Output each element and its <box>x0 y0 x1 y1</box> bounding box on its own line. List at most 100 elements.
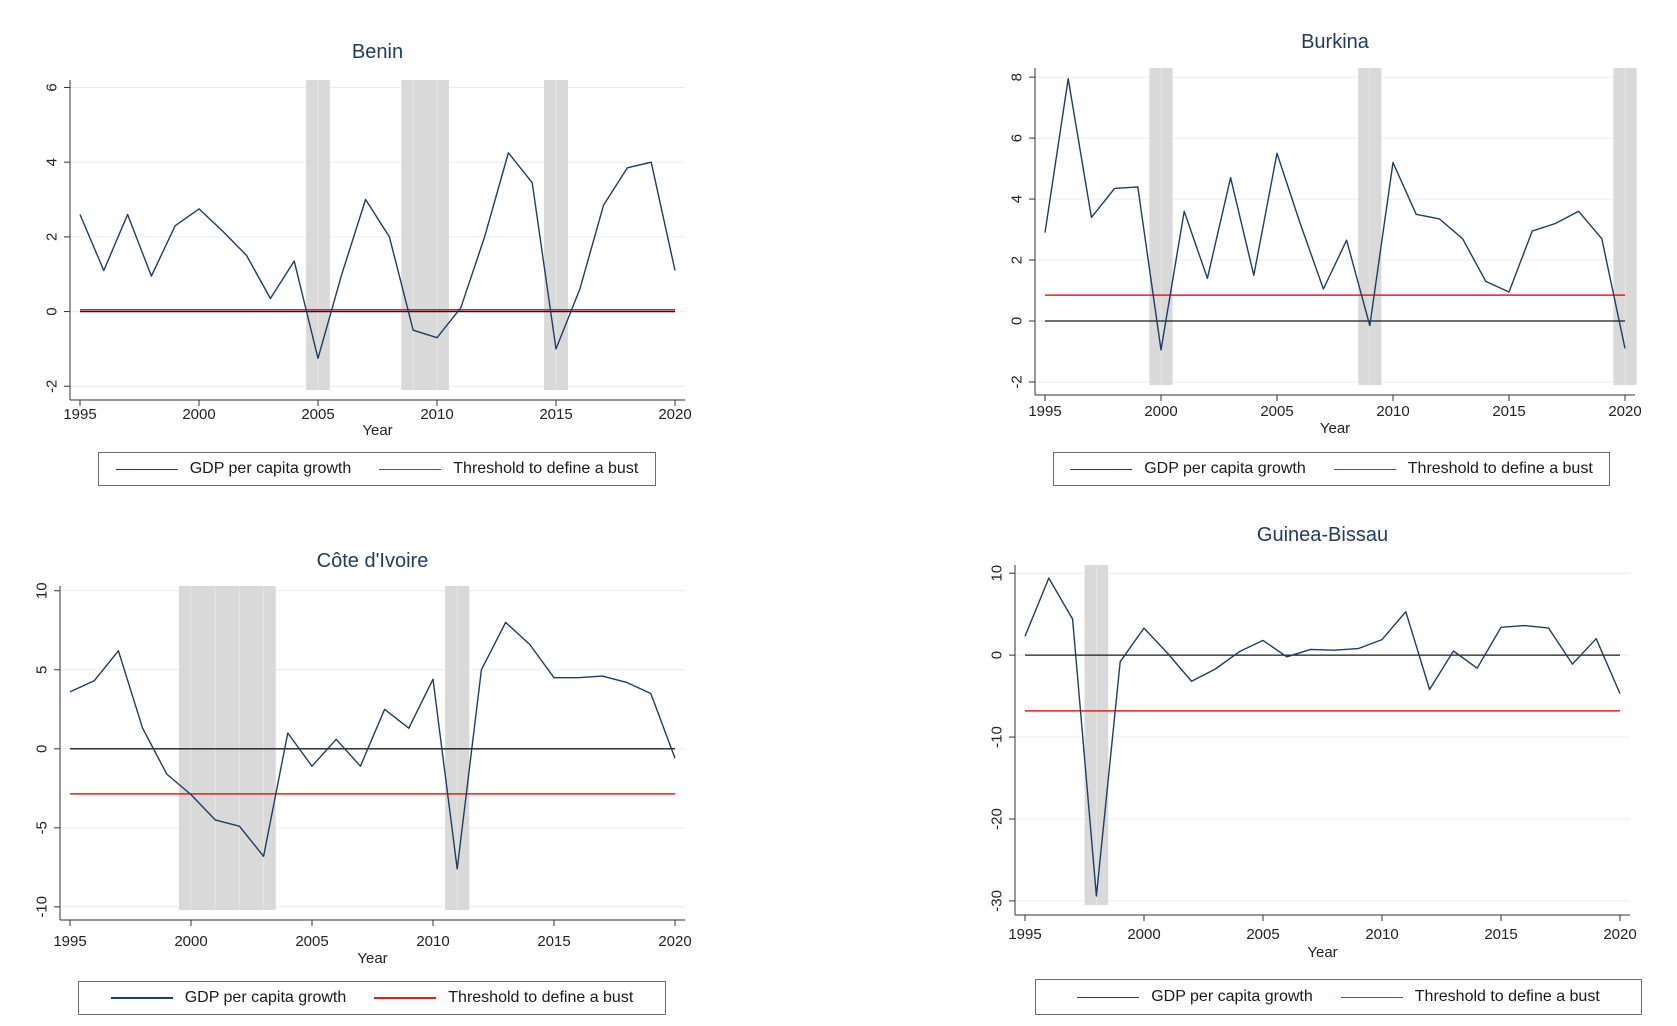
data-point <box>149 274 153 278</box>
data-point <box>213 818 217 822</box>
growth-swatch <box>115 468 178 470</box>
data-point <box>1261 638 1265 642</box>
data-point <box>197 207 201 211</box>
data-point <box>1205 276 1209 280</box>
y-tick-label: 0 <box>989 651 1006 659</box>
x-tick-label: 2020 <box>658 933 691 950</box>
x-tick-label: 2015 <box>1492 403 1525 420</box>
y-tick-label: 4 <box>44 158 61 166</box>
y-tick-label: -10 <box>34 896 51 918</box>
x-tick-label: 2005 <box>295 933 328 950</box>
legend-item-threshold: Threshold to define a bust <box>1333 460 1593 478</box>
y-tick-label: 10 <box>34 582 51 599</box>
x-tick-label: 2015 <box>1484 926 1517 943</box>
y-tick-label: 5 <box>34 666 51 674</box>
data-point <box>1437 217 1441 221</box>
data-point <box>1380 638 1384 642</box>
data-point <box>554 347 558 351</box>
data-point <box>1066 77 1070 81</box>
x-tick-label: 2005 <box>1246 926 1279 943</box>
data-point <box>625 680 629 684</box>
x-tick-label: 2020 <box>1603 926 1636 943</box>
data-point <box>1484 279 1488 283</box>
x-tick-label: 1995 <box>63 406 96 423</box>
data-point <box>1451 649 1455 653</box>
threshold-swatch <box>379 468 442 470</box>
x-tick-label: 1995 <box>1008 926 1041 943</box>
data-point <box>1507 290 1511 294</box>
chart-svg-burkina: -2 0 2 4 6 8 1995 2000 2005 2010 2015 2020 Burkina Ye… <box>1009 31 1642 437</box>
data-point <box>1356 647 1360 651</box>
legend-benin: GDP per capita growth Threshold to defin… <box>98 452 656 486</box>
x-tick-label: 2015 <box>539 406 572 423</box>
data-point <box>1414 212 1418 216</box>
x-axis-label: Year <box>1307 944 1337 961</box>
y-tick-label: 0 <box>44 307 61 315</box>
data-point <box>102 268 106 272</box>
chart-svg-cote-divoire: -10 -5 0 5 10 1995 2000 2005 2010 2015 2020 Côte d'… <box>34 550 692 967</box>
data-point <box>268 296 272 300</box>
data-point <box>1332 648 1336 652</box>
data-point <box>459 306 463 310</box>
data-point <box>1618 692 1622 696</box>
data-point <box>1499 625 1503 629</box>
data-point <box>1023 634 1027 638</box>
legend-threshold-label: Threshold to define a bust <box>1414 988 1600 1005</box>
data-point <box>602 203 606 207</box>
y-tick-label: 6 <box>1009 134 1026 142</box>
legend-item-growth: GDP per capita growth <box>115 460 352 478</box>
data-point <box>173 224 177 228</box>
data-point <box>504 620 508 624</box>
x-tick-label: 2020 <box>1608 403 1641 420</box>
data-point <box>1190 679 1194 683</box>
data-point <box>411 328 415 332</box>
y-tick-label: 4 <box>1009 195 1026 203</box>
legend-item-threshold: Threshold to define a bust <box>1340 988 1600 1006</box>
legend-growth-label: GDP per capita growth <box>189 460 352 477</box>
data-point <box>358 764 362 768</box>
data-point <box>1285 655 1289 659</box>
data-point <box>310 764 314 768</box>
x-tick-label: 2000 <box>1127 926 1160 943</box>
data-point <box>387 235 391 239</box>
data-point <box>1094 894 1098 898</box>
data-point <box>1461 237 1465 241</box>
x-tick-label: 2015 <box>537 933 570 950</box>
data-point <box>1182 209 1186 213</box>
data-point <box>1159 348 1163 352</box>
data-point <box>1309 647 1313 651</box>
data-point <box>1577 209 1581 213</box>
data-point <box>245 254 249 258</box>
data-point <box>1570 662 1574 666</box>
x-tick-label: 2010 <box>420 406 453 423</box>
chart-title-guinea-bissau: Guinea-Bissau <box>1257 524 1388 546</box>
y-tick-label: 8 <box>1009 73 1026 81</box>
chart-title-cote-d-ivoire: Côte d'Ivoire <box>317 550 429 572</box>
data-point <box>673 756 677 760</box>
data-point <box>221 229 225 233</box>
data-point <box>334 737 338 741</box>
x-tick-label: 2010 <box>1376 403 1409 420</box>
data-point <box>292 259 296 263</box>
y-tick-label: -2 <box>1009 375 1026 388</box>
data-point <box>1237 650 1241 654</box>
chart-title-burkina: Burkina <box>1301 31 1370 53</box>
series-line-gdp-per-capita-growth <box>69 621 676 870</box>
x-tick-label: 2000 <box>174 933 207 950</box>
plot-area <box>1035 68 1635 385</box>
data-point <box>528 642 532 646</box>
chart-title-benin: Benin <box>352 41 403 63</box>
x-tick-label: 2005 <box>301 406 334 423</box>
data-point <box>455 867 459 871</box>
data-point <box>1047 576 1051 580</box>
data-point <box>68 690 72 694</box>
data-point <box>237 824 241 828</box>
data-point <box>479 668 483 672</box>
data-point <box>1321 287 1325 291</box>
growth-swatch <box>110 997 173 999</box>
threshold-swatch <box>374 997 437 999</box>
legend-cote-divoire: GDP per capita growth Threshold to defin… <box>78 981 666 1015</box>
x-tick-label: 1995 <box>53 933 86 950</box>
x-axis-label: Year <box>362 422 392 439</box>
y-tick-label: -10 <box>989 726 1006 748</box>
